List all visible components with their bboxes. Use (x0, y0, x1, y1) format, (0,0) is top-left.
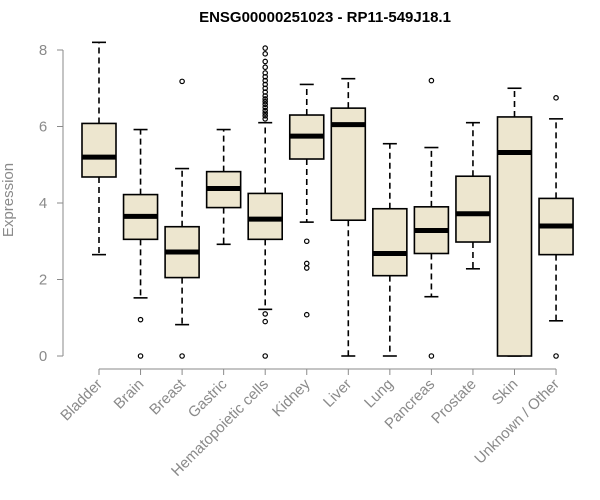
x-tick-label: Skin (489, 376, 522, 409)
y-tick-label: 4 (39, 195, 47, 212)
box-bladder (81, 41, 117, 256)
chart-title: ENSG00000251023 - RP11-549J18.1 (199, 9, 451, 26)
x-tick-label: Breast (146, 375, 189, 418)
outlier-point (262, 116, 269, 122)
y-axis: 0 2 4 6 8 (39, 42, 64, 365)
box-unknown-other (538, 95, 574, 359)
outlier-point (262, 311, 269, 317)
box-lung (372, 142, 408, 357)
outlier-point (262, 107, 269, 114)
outlier-point (179, 78, 185, 85)
box-body (496, 116, 533, 357)
x-tick-label: Kidney (269, 375, 314, 420)
outlier-point (179, 353, 185, 359)
x-tick-label: Lung (361, 376, 397, 412)
y-tick-label: 2 (39, 272, 47, 289)
box-body (81, 122, 117, 178)
outlier-point (428, 353, 435, 359)
outlier-point (262, 110, 269, 116)
outlier-point (262, 45, 269, 51)
outlier-point (262, 93, 269, 99)
x-tick-label: Liver (320, 376, 355, 411)
box-body (372, 207, 408, 277)
outlier-point (262, 51, 269, 57)
outlier-point (553, 353, 559, 359)
box-body (455, 175, 491, 243)
outlier-point (303, 238, 310, 245)
box-kidney (288, 83, 325, 318)
outlier-point (262, 58, 269, 65)
outlier-point (137, 316, 144, 323)
x-tick-label: Brain (111, 376, 148, 413)
box-pancreas (413, 77, 450, 359)
outlier-point (262, 101, 269, 108)
outlier-point (137, 353, 144, 359)
outlier-point (303, 265, 310, 271)
outlier-point (303, 311, 310, 318)
outlier-point (262, 98, 269, 105)
y-tick-label: 6 (39, 119, 47, 136)
y-tick-label: 8 (39, 42, 47, 59)
x-tick-label: Prostate (428, 376, 480, 428)
x-tick-label: Bladder (57, 376, 106, 425)
box-hematopoietic-cells (247, 45, 283, 359)
outlier-point (428, 77, 435, 84)
box-breast (164, 78, 200, 359)
box-gastric (205, 128, 242, 246)
outlier-point (262, 104, 269, 111)
outlier-point (262, 96, 269, 102)
box-prostate (455, 121, 491, 270)
outlier-point (553, 95, 559, 101)
outlier-point (303, 260, 310, 267)
y-tick-label: 0 (39, 348, 47, 365)
box-skin (496, 87, 533, 357)
outlier-point (262, 64, 269, 71)
outlier-point (262, 353, 269, 359)
y-axis-label: Expression (0, 163, 17, 237)
box-body (247, 192, 283, 241)
outlier-point (262, 318, 269, 325)
box-liver (330, 77, 367, 357)
boxes-group (81, 41, 574, 359)
box-brain (122, 128, 159, 359)
outlier-point (262, 112, 269, 119)
